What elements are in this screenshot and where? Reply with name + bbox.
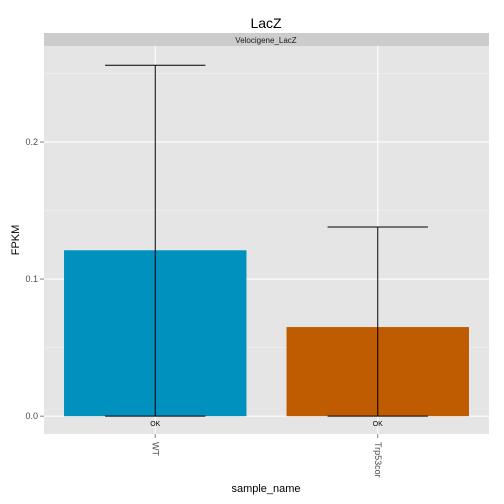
x-tick-label: Trp53cor bbox=[373, 442, 383, 478]
facet-strip bbox=[44, 33, 489, 46]
x-axis-title: sample_name bbox=[231, 483, 300, 495]
y-axis-title: FPKM bbox=[10, 225, 22, 256]
facet-strip-label: Velocigene_LacZ bbox=[235, 36, 296, 45]
y-axis: 0.0 0.1 0.2 bbox=[25, 137, 44, 421]
x-tick-label: WT bbox=[150, 442, 160, 456]
y-tick-label: 0.0 bbox=[25, 411, 38, 421]
y-tick-label: 0.1 bbox=[25, 274, 38, 284]
bar-status-label: OK bbox=[373, 421, 383, 428]
chart-title: LacZ bbox=[250, 15, 282, 31]
bar-status-label: OK bbox=[150, 421, 160, 428]
error-bars bbox=[105, 64, 428, 417]
x-axis: WT Trp53cor bbox=[150, 434, 383, 478]
bar-labels: OK OK bbox=[150, 421, 383, 428]
y-tick-label: 0.2 bbox=[25, 137, 38, 147]
